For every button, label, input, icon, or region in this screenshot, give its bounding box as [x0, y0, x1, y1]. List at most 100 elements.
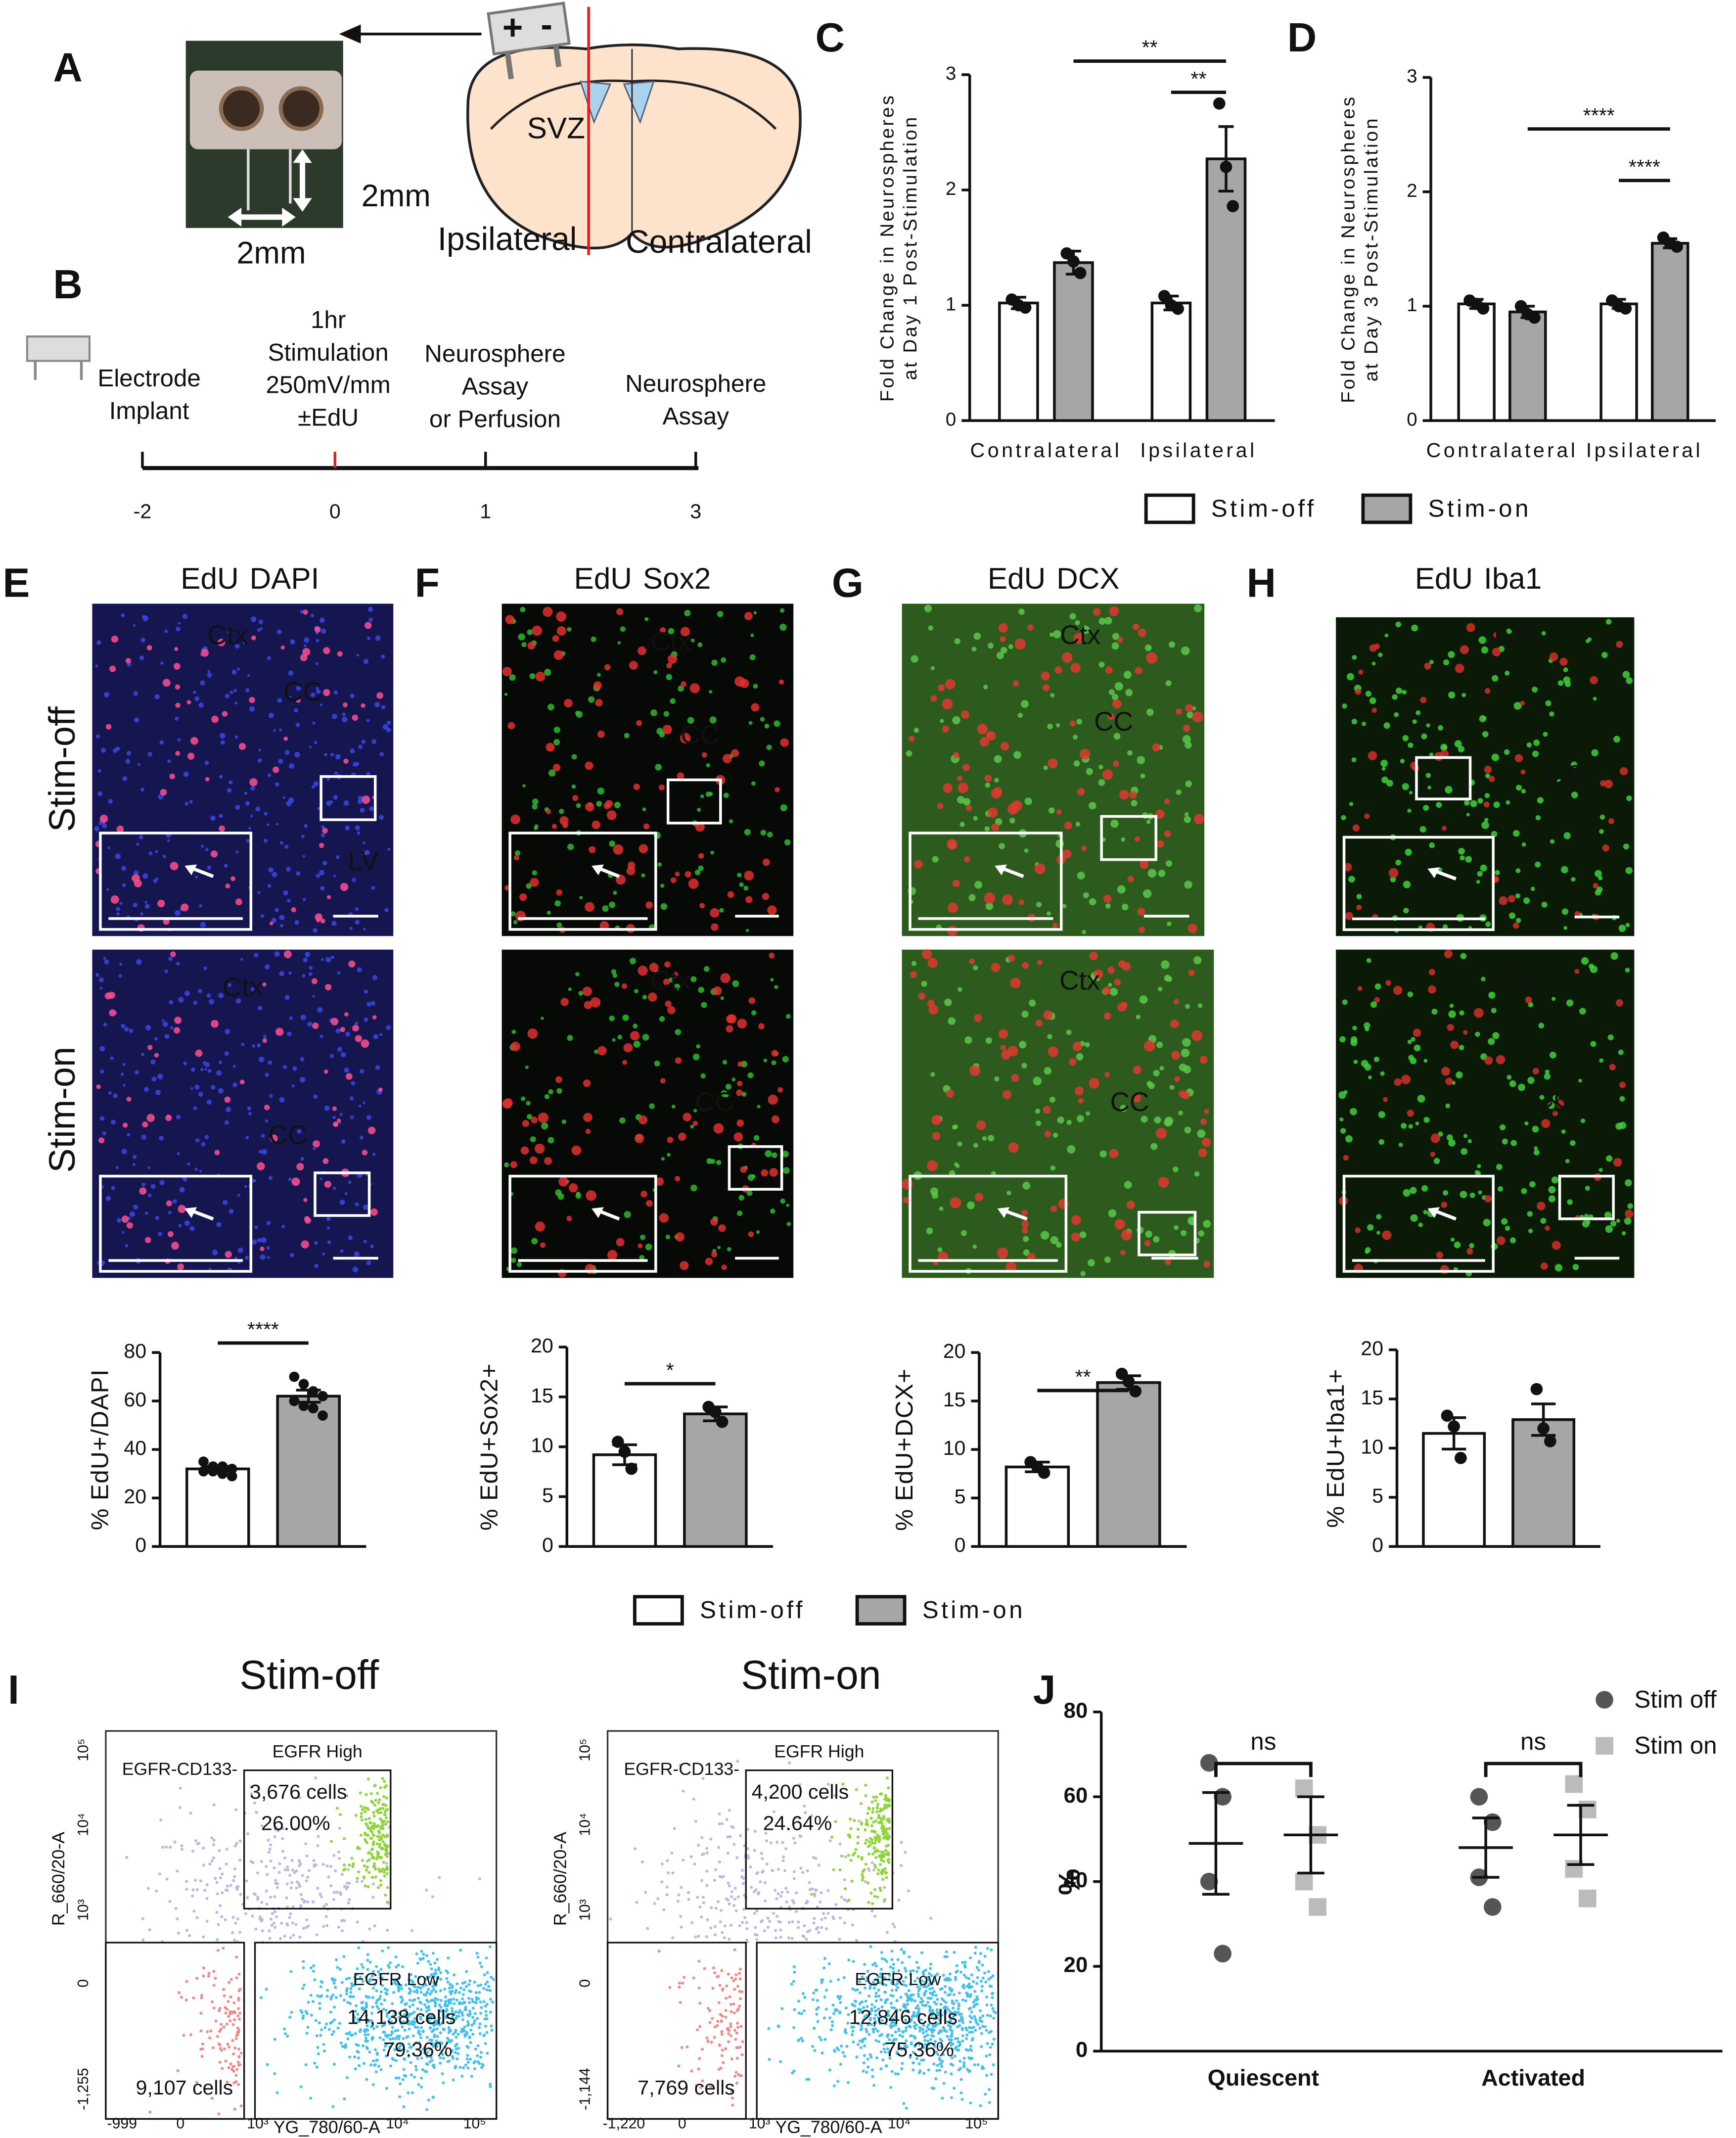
bar	[1053, 261, 1094, 422]
cell	[376, 692, 383, 699]
region-label: CC	[1534, 1083, 1573, 1114]
cell	[948, 1017, 956, 1025]
cell	[258, 1150, 263, 1154]
event-dot	[782, 1855, 785, 1859]
event-dot	[944, 1985, 947, 1988]
cell	[1567, 1199, 1573, 1205]
event-label: Neurosphere	[424, 340, 565, 368]
event-dot	[303, 1983, 306, 1987]
zoom-box	[314, 1171, 371, 1217]
event-dot	[384, 1853, 387, 1857]
event-dot	[391, 2037, 395, 2041]
event-dot	[869, 1892, 873, 1895]
event-dot	[432, 2066, 436, 2069]
event-dot	[985, 2054, 988, 2058]
event-dot	[385, 1988, 389, 1992]
event-dot	[804, 1811, 807, 1814]
event-dot	[860, 2000, 864, 2004]
cell	[1565, 1159, 1570, 1163]
event-dot	[230, 2068, 233, 2071]
cell	[226, 1107, 231, 1113]
cell	[541, 1122, 548, 1130]
event-dot	[875, 1833, 879, 1837]
cell	[1593, 883, 1599, 889]
event-dot	[877, 1975, 880, 1979]
cell	[1443, 659, 1450, 665]
event-dot	[343, 1885, 346, 1888]
cell	[1062, 904, 1067, 909]
cell	[585, 802, 594, 812]
cell	[251, 987, 255, 992]
cell	[556, 1088, 562, 1094]
cell	[786, 1222, 791, 1226]
cell	[1048, 758, 1058, 769]
cell	[111, 1119, 116, 1125]
event-dot	[471, 2006, 475, 2010]
event-dot	[377, 1829, 381, 1833]
event-dot	[332, 2018, 336, 2022]
event-dot	[235, 2034, 238, 2037]
cell	[957, 1141, 962, 1147]
event-dot	[952, 2023, 956, 2026]
cell	[187, 1162, 190, 1166]
event-dot	[458, 2066, 462, 2069]
event-dot	[668, 1986, 672, 1989]
cell	[140, 1053, 145, 1057]
cell	[257, 1043, 261, 1048]
inset	[909, 832, 1063, 931]
cell	[303, 644, 307, 648]
event-dot	[800, 2012, 803, 2015]
event-dot	[410, 2022, 413, 2026]
cell	[228, 983, 232, 987]
cell	[772, 1152, 777, 1158]
event-dot	[366, 1834, 369, 1837]
event-dot	[721, 1931, 724, 1934]
event-dot	[964, 1976, 968, 1979]
event-dot	[927, 1978, 931, 1982]
event-dot	[880, 2033, 884, 2036]
event-dot	[936, 2022, 940, 2026]
event-dot	[449, 2040, 452, 2044]
event-dot	[747, 1857, 750, 1860]
cell	[340, 1249, 344, 1253]
cell	[532, 803, 538, 810]
event-dot	[888, 1978, 891, 1981]
event-dot	[735, 2056, 739, 2060]
event-dot	[698, 2001, 702, 2005]
event-dot	[924, 2003, 928, 2007]
event-dot	[237, 2029, 241, 2032]
cell	[1374, 644, 1380, 650]
cell	[386, 720, 391, 725]
cell	[1080, 1271, 1086, 1276]
event-dot	[953, 2087, 956, 2090]
event-dot	[792, 1965, 796, 1969]
cell	[262, 982, 267, 987]
event-dot	[419, 1958, 422, 1961]
cell	[322, 1253, 325, 1256]
event-dot	[325, 2022, 328, 2026]
event-dot	[191, 1888, 195, 1892]
event-dot	[976, 2023, 980, 2026]
cell	[267, 656, 271, 660]
event-dot	[320, 1981, 324, 1984]
cell	[1613, 736, 1620, 743]
event-dot	[959, 2059, 962, 2063]
event-dot	[457, 1991, 461, 1994]
event-dot	[790, 1937, 794, 1940]
event-dot	[335, 1890, 339, 1894]
cell	[239, 1079, 245, 1085]
event-dot	[727, 1881, 730, 1885]
cell	[655, 764, 662, 771]
cell	[276, 629, 282, 635]
event-dot	[874, 1839, 877, 1842]
event-dot	[457, 2052, 460, 2055]
event-dot	[810, 1893, 814, 1896]
cell	[273, 729, 276, 732]
event-dot	[823, 1995, 826, 1999]
cell	[696, 1044, 701, 1049]
event-dot	[830, 1835, 834, 1839]
event-dot	[820, 1981, 823, 1984]
cell	[930, 695, 937, 702]
cell	[139, 1187, 147, 1195]
